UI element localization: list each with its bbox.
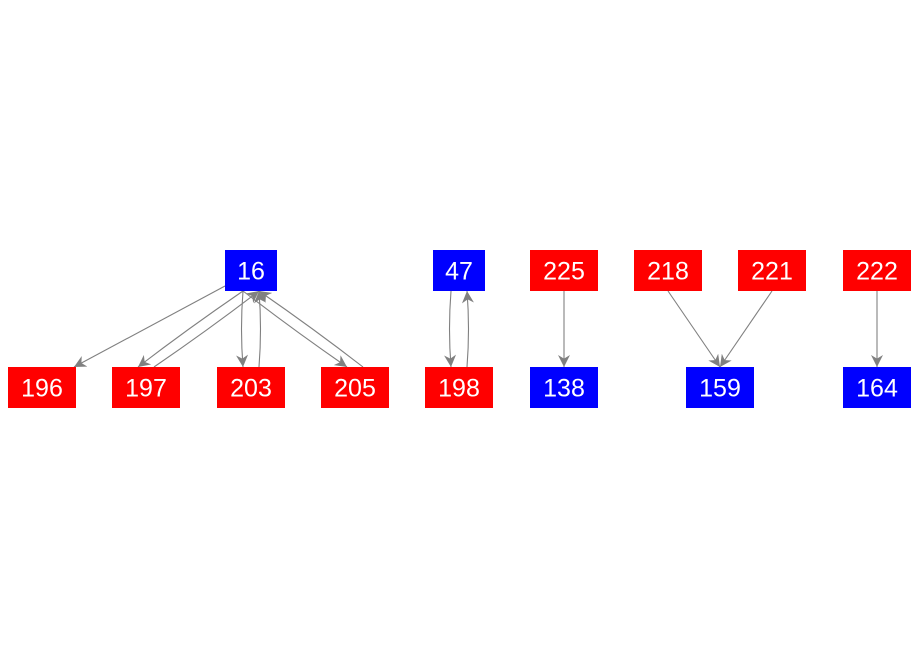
edge-203-to-16 — [253, 290, 266, 368]
node-label: 16 — [237, 258, 265, 286]
node-box — [8, 367, 76, 408]
node-205[interactable]: 205 — [321, 367, 389, 408]
node-label: 218 — [647, 258, 689, 286]
node-label: 221 — [751, 258, 793, 286]
node-16[interactable]: 16 — [225, 250, 277, 291]
node-label: 225 — [543, 258, 585, 286]
edge-16-to-196 — [73, 285, 226, 368]
node-label: 197 — [125, 375, 167, 403]
node-box — [738, 250, 806, 291]
node-47[interactable]: 47 — [433, 250, 485, 291]
edge-221-to-159 — [719, 290, 773, 368]
edge-16-to-203 — [236, 290, 249, 368]
node-label: 47 — [445, 258, 473, 286]
node-box — [217, 367, 285, 408]
node-label: 222 — [856, 258, 898, 286]
node-box — [843, 367, 911, 408]
edge-218-to-159 — [667, 290, 721, 368]
edge-16-to-205 — [242, 290, 348, 368]
node-box — [321, 367, 389, 408]
node-box — [425, 367, 493, 408]
edge-47-to-198 — [444, 290, 457, 368]
node-218[interactable]: 218 — [634, 250, 702, 291]
node-box — [112, 367, 180, 408]
node-label: 138 — [543, 375, 585, 403]
node-225[interactable]: 225 — [530, 250, 598, 291]
node-box — [686, 367, 754, 408]
node-222[interactable]: 222 — [843, 250, 911, 291]
node-164[interactable]: 164 — [843, 367, 911, 408]
node-label: 205 — [334, 375, 376, 403]
node-label: 196 — [21, 375, 63, 403]
node-label: 198 — [438, 375, 480, 403]
node-box — [634, 250, 702, 291]
node-box — [225, 250, 277, 291]
edge-205-to-16 — [258, 290, 364, 368]
edge-198-to-47 — [461, 290, 474, 368]
node-label: 159 — [699, 375, 741, 403]
edge-16-to-197 — [137, 290, 244, 368]
node-198[interactable]: 198 — [425, 367, 493, 408]
node-159[interactable]: 159 — [686, 367, 754, 408]
node-197[interactable]: 197 — [112, 367, 180, 408]
node-203[interactable]: 203 — [217, 367, 285, 408]
node-label: 203 — [230, 375, 272, 403]
node-box — [843, 250, 911, 291]
node-box — [433, 250, 485, 291]
node-221[interactable]: 221 — [738, 250, 806, 291]
node-196[interactable]: 196 — [8, 367, 76, 408]
node-label: 164 — [856, 375, 898, 403]
node-box — [530, 367, 598, 408]
edge-197-to-16 — [153, 290, 260, 368]
node-box — [530, 250, 598, 291]
node-138[interactable]: 138 — [530, 367, 598, 408]
